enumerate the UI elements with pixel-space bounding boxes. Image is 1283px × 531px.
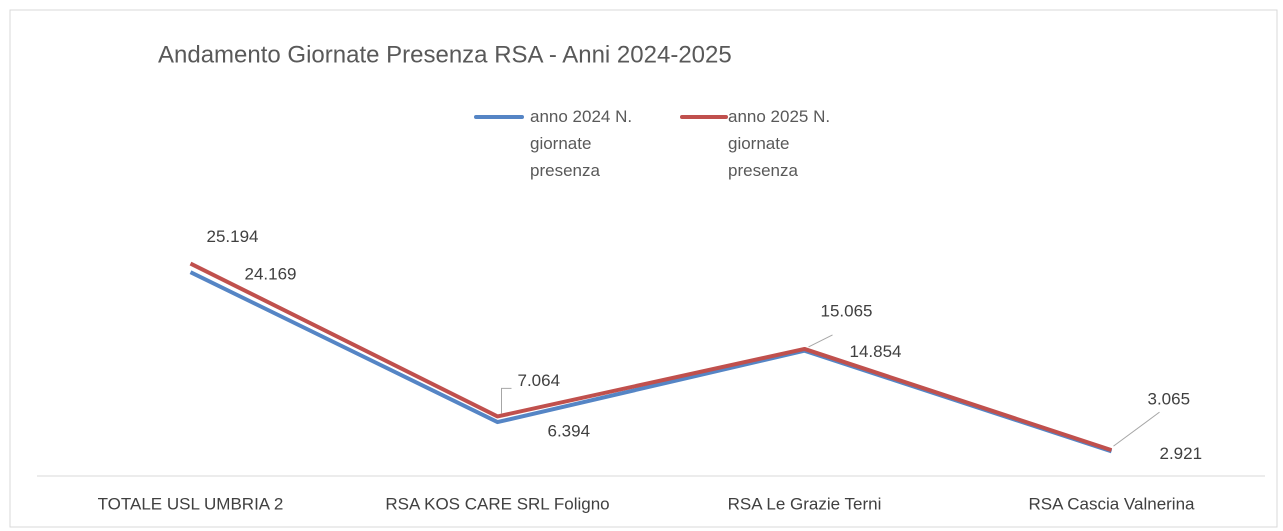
x-tick-label: TOTALE USL UMBRIA 2 [98,494,284,513]
data-label: 25.194 [207,227,259,246]
data-label: 6.394 [548,422,591,441]
x-tick-label: RSA Cascia Valnerina [1029,494,1196,513]
data-label: 24.169 [245,265,297,284]
series-line [189,261,1113,453]
x-tick-label: RSA Le Grazie Terni [728,494,882,513]
data-label: 2.921 [1160,444,1203,463]
data-label: 15.065 [821,301,873,320]
data-label: 7.064 [518,371,561,390]
x-tick-label: RSA KOS CARE SRL Foligno [385,494,609,513]
leader-line [808,334,833,348]
leader-line [501,387,512,414]
data-label: 14.854 [850,342,902,361]
leader-line [1113,411,1160,447]
legend-label: anno 2025 N. giornate presenza [728,107,831,180]
legend-label: anno 2024 N. giornate presenza [530,107,633,180]
chart-border [9,9,1278,528]
chart-title: Andamento Giornate Presenza RSA - Anni 2… [158,41,732,68]
data-label: 3.065 [1148,390,1191,409]
